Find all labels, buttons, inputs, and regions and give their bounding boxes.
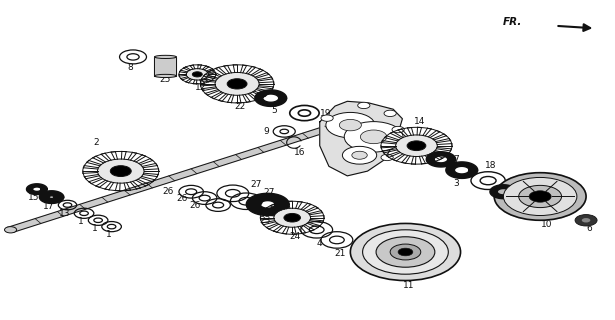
- Text: 2: 2: [93, 138, 99, 147]
- Polygon shape: [7, 118, 356, 232]
- Circle shape: [344, 122, 403, 152]
- Polygon shape: [39, 191, 64, 204]
- Circle shape: [395, 135, 437, 156]
- Text: 14: 14: [414, 117, 425, 126]
- Circle shape: [358, 102, 370, 108]
- Circle shape: [376, 237, 435, 267]
- Text: 15: 15: [28, 193, 39, 202]
- Ellipse shape: [154, 74, 177, 77]
- Circle shape: [274, 208, 311, 227]
- Circle shape: [321, 115, 333, 121]
- Text: 24: 24: [290, 232, 301, 241]
- Text: 12: 12: [195, 83, 206, 92]
- Circle shape: [284, 213, 301, 222]
- Circle shape: [227, 79, 247, 89]
- Polygon shape: [26, 184, 47, 195]
- Circle shape: [575, 215, 597, 226]
- Text: 17: 17: [43, 202, 54, 211]
- Circle shape: [381, 154, 393, 161]
- Text: 8: 8: [127, 63, 133, 72]
- Circle shape: [352, 151, 367, 159]
- Circle shape: [215, 72, 259, 95]
- Circle shape: [4, 227, 17, 233]
- Text: 26: 26: [176, 194, 188, 203]
- Circle shape: [529, 191, 551, 202]
- Circle shape: [398, 248, 413, 256]
- Circle shape: [326, 112, 375, 138]
- Text: 22: 22: [234, 102, 246, 111]
- Circle shape: [363, 230, 448, 274]
- Text: 1: 1: [106, 230, 111, 239]
- Circle shape: [518, 185, 561, 208]
- Text: 4: 4: [317, 239, 322, 248]
- Polygon shape: [246, 193, 289, 215]
- Text: 6: 6: [586, 224, 592, 233]
- Text: 9: 9: [263, 127, 269, 136]
- Circle shape: [351, 223, 461, 281]
- Text: 18: 18: [485, 161, 497, 170]
- Text: 16: 16: [295, 148, 306, 156]
- Text: 25: 25: [160, 75, 171, 84]
- Text: 19: 19: [320, 109, 331, 118]
- Polygon shape: [154, 57, 177, 76]
- Polygon shape: [494, 173, 586, 220]
- Polygon shape: [255, 90, 287, 106]
- Text: 27: 27: [250, 180, 261, 189]
- Text: 1: 1: [78, 217, 84, 226]
- Polygon shape: [490, 185, 517, 199]
- Circle shape: [384, 110, 396, 116]
- Text: 26: 26: [189, 201, 201, 210]
- Text: 1: 1: [92, 224, 98, 233]
- Circle shape: [192, 72, 202, 77]
- Circle shape: [407, 141, 426, 151]
- Text: 11: 11: [403, 281, 415, 290]
- Circle shape: [582, 218, 590, 222]
- Ellipse shape: [154, 55, 177, 59]
- Circle shape: [390, 244, 421, 260]
- Circle shape: [339, 119, 362, 131]
- Text: 5: 5: [271, 106, 277, 116]
- Text: 21: 21: [335, 249, 346, 258]
- Text: 7: 7: [453, 155, 459, 164]
- Circle shape: [392, 126, 404, 133]
- Polygon shape: [446, 162, 478, 178]
- Circle shape: [110, 166, 131, 177]
- Circle shape: [360, 130, 387, 144]
- Text: 26: 26: [162, 187, 174, 196]
- Text: 13: 13: [58, 209, 70, 218]
- Text: 10: 10: [541, 220, 552, 228]
- Text: 27: 27: [263, 188, 275, 197]
- Text: 20: 20: [501, 197, 512, 206]
- Polygon shape: [426, 152, 456, 167]
- Polygon shape: [320, 101, 402, 176]
- Text: 3: 3: [453, 179, 459, 188]
- Circle shape: [343, 146, 376, 164]
- Circle shape: [98, 159, 144, 183]
- Text: 23: 23: [259, 216, 271, 225]
- Circle shape: [504, 178, 577, 215]
- Circle shape: [186, 69, 208, 80]
- Text: FR.: FR.: [502, 17, 522, 27]
